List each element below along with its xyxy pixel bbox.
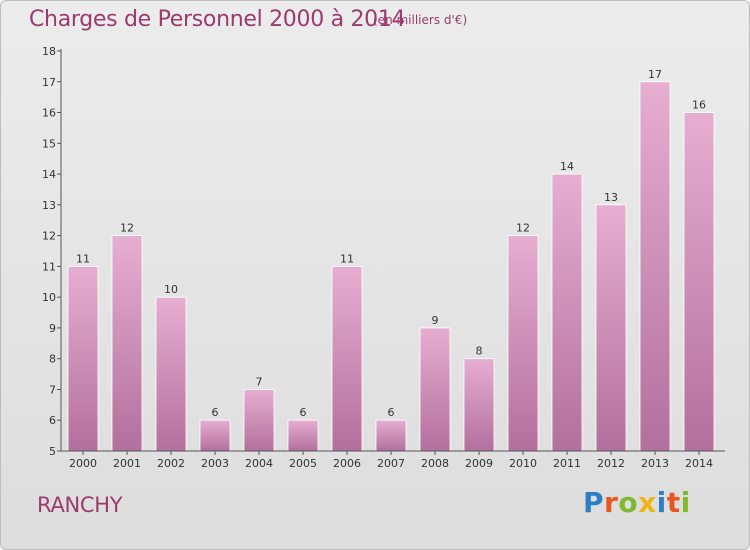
y-tick-label-9: 9 — [49, 322, 56, 335]
bar-2002 — [155, 296, 187, 452]
data-label-2003: 6 — [212, 406, 219, 419]
data-label-2009: 8 — [476, 345, 483, 358]
bar-2011 — [551, 173, 583, 452]
y-tick-label-13: 13 — [42, 199, 56, 212]
city-name: RANCHY — [37, 493, 123, 517]
data-label-2004: 7 — [256, 376, 263, 389]
data-label-2012: 13 — [604, 191, 618, 204]
y-tick-label-10: 10 — [42, 291, 56, 304]
axes-layer: 5 6 7 8 9 10 11 12 13 14 15 16 17 18 2000 2001 2002 2003 2… — [42, 45, 725, 470]
x-tick-label-2013: 2013 — [641, 457, 669, 470]
logo-letter: t — [666, 486, 681, 519]
y-tick-label-15: 15 — [42, 137, 56, 150]
proxiti-logo[interactable]: Proxiti — [583, 486, 691, 519]
bar-2008 — [419, 327, 451, 452]
bar-2013 — [639, 81, 671, 452]
logo-letter: x — [638, 486, 657, 519]
bar-2006 — [331, 265, 363, 452]
logo-letter: i — [680, 486, 691, 519]
data-labels-layer: 11 12 10 6 7 6 11 6 9 8 12 14 13 17 16 — [76, 68, 706, 419]
y-tick-label-8: 8 — [49, 353, 56, 366]
data-label-2013: 17 — [648, 68, 662, 81]
bar-2010 — [507, 235, 539, 452]
data-label-2007: 6 — [388, 406, 395, 419]
data-label-2011: 14 — [560, 160, 574, 173]
data-label-2002: 10 — [164, 283, 178, 296]
x-tick-label-2012: 2012 — [597, 457, 625, 470]
y-tick-label-14: 14 — [42, 168, 56, 181]
x-tick-label-2004: 2004 — [245, 457, 273, 470]
y-tick-label-18: 18 — [42, 45, 56, 58]
x-tick-label-2010: 2010 — [509, 457, 537, 470]
bar-2007 — [375, 419, 407, 452]
data-label-2001: 12 — [120, 222, 134, 235]
x-tick-label-2002: 2002 — [157, 457, 185, 470]
chart-subtitle: (en milliers d'€) — [373, 13, 468, 27]
x-tick-label-2011: 2011 — [553, 457, 581, 470]
bars-layer — [67, 81, 715, 452]
bar-2012 — [595, 204, 627, 452]
bar-2001 — [111, 235, 143, 452]
y-tick-label-16: 16 — [42, 107, 56, 120]
x-tick-label-2000: 2000 — [69, 457, 97, 470]
x-tick-label-2007: 2007 — [377, 457, 405, 470]
x-tick-label-2005: 2005 — [289, 457, 317, 470]
x-tick-label-2001: 2001 — [113, 457, 141, 470]
y-tick-label-6: 6 — [49, 414, 56, 427]
y-tick-label-7: 7 — [49, 384, 56, 397]
data-label-2000: 11 — [76, 252, 90, 265]
bar-2000 — [67, 265, 99, 452]
data-label-2008: 9 — [432, 314, 439, 327]
chart-title: Charges de Personnel 2000 à 2014 — [29, 7, 406, 32]
data-label-2005: 6 — [300, 406, 307, 419]
bar-2003 — [199, 419, 231, 452]
bar-2005 — [287, 419, 319, 452]
bar-2004 — [243, 389, 275, 452]
x-tick-label-2003: 2003 — [201, 457, 229, 470]
data-label-2014: 16 — [692, 99, 706, 112]
y-tick-label-17: 17 — [42, 76, 56, 89]
y-tick-label-12: 12 — [42, 230, 56, 243]
x-tick-label-2006: 2006 — [333, 457, 361, 470]
data-label-2010: 12 — [516, 222, 530, 235]
x-tick-label-2008: 2008 — [421, 457, 449, 470]
bar-2009 — [463, 358, 495, 452]
logo-letter: r — [604, 486, 619, 519]
y-tick-label-5: 5 — [49, 445, 56, 458]
bar-2014 — [683, 112, 715, 452]
x-tick-label-2009: 2009 — [465, 457, 493, 470]
logo-letter: o — [618, 486, 639, 519]
data-label-2006: 11 — [340, 252, 354, 265]
logo-letter: P — [583, 486, 605, 519]
y-tick-label-11: 11 — [42, 260, 56, 273]
logo-letter: i — [656, 486, 667, 519]
x-tick-label-2014: 2014 — [685, 457, 713, 470]
